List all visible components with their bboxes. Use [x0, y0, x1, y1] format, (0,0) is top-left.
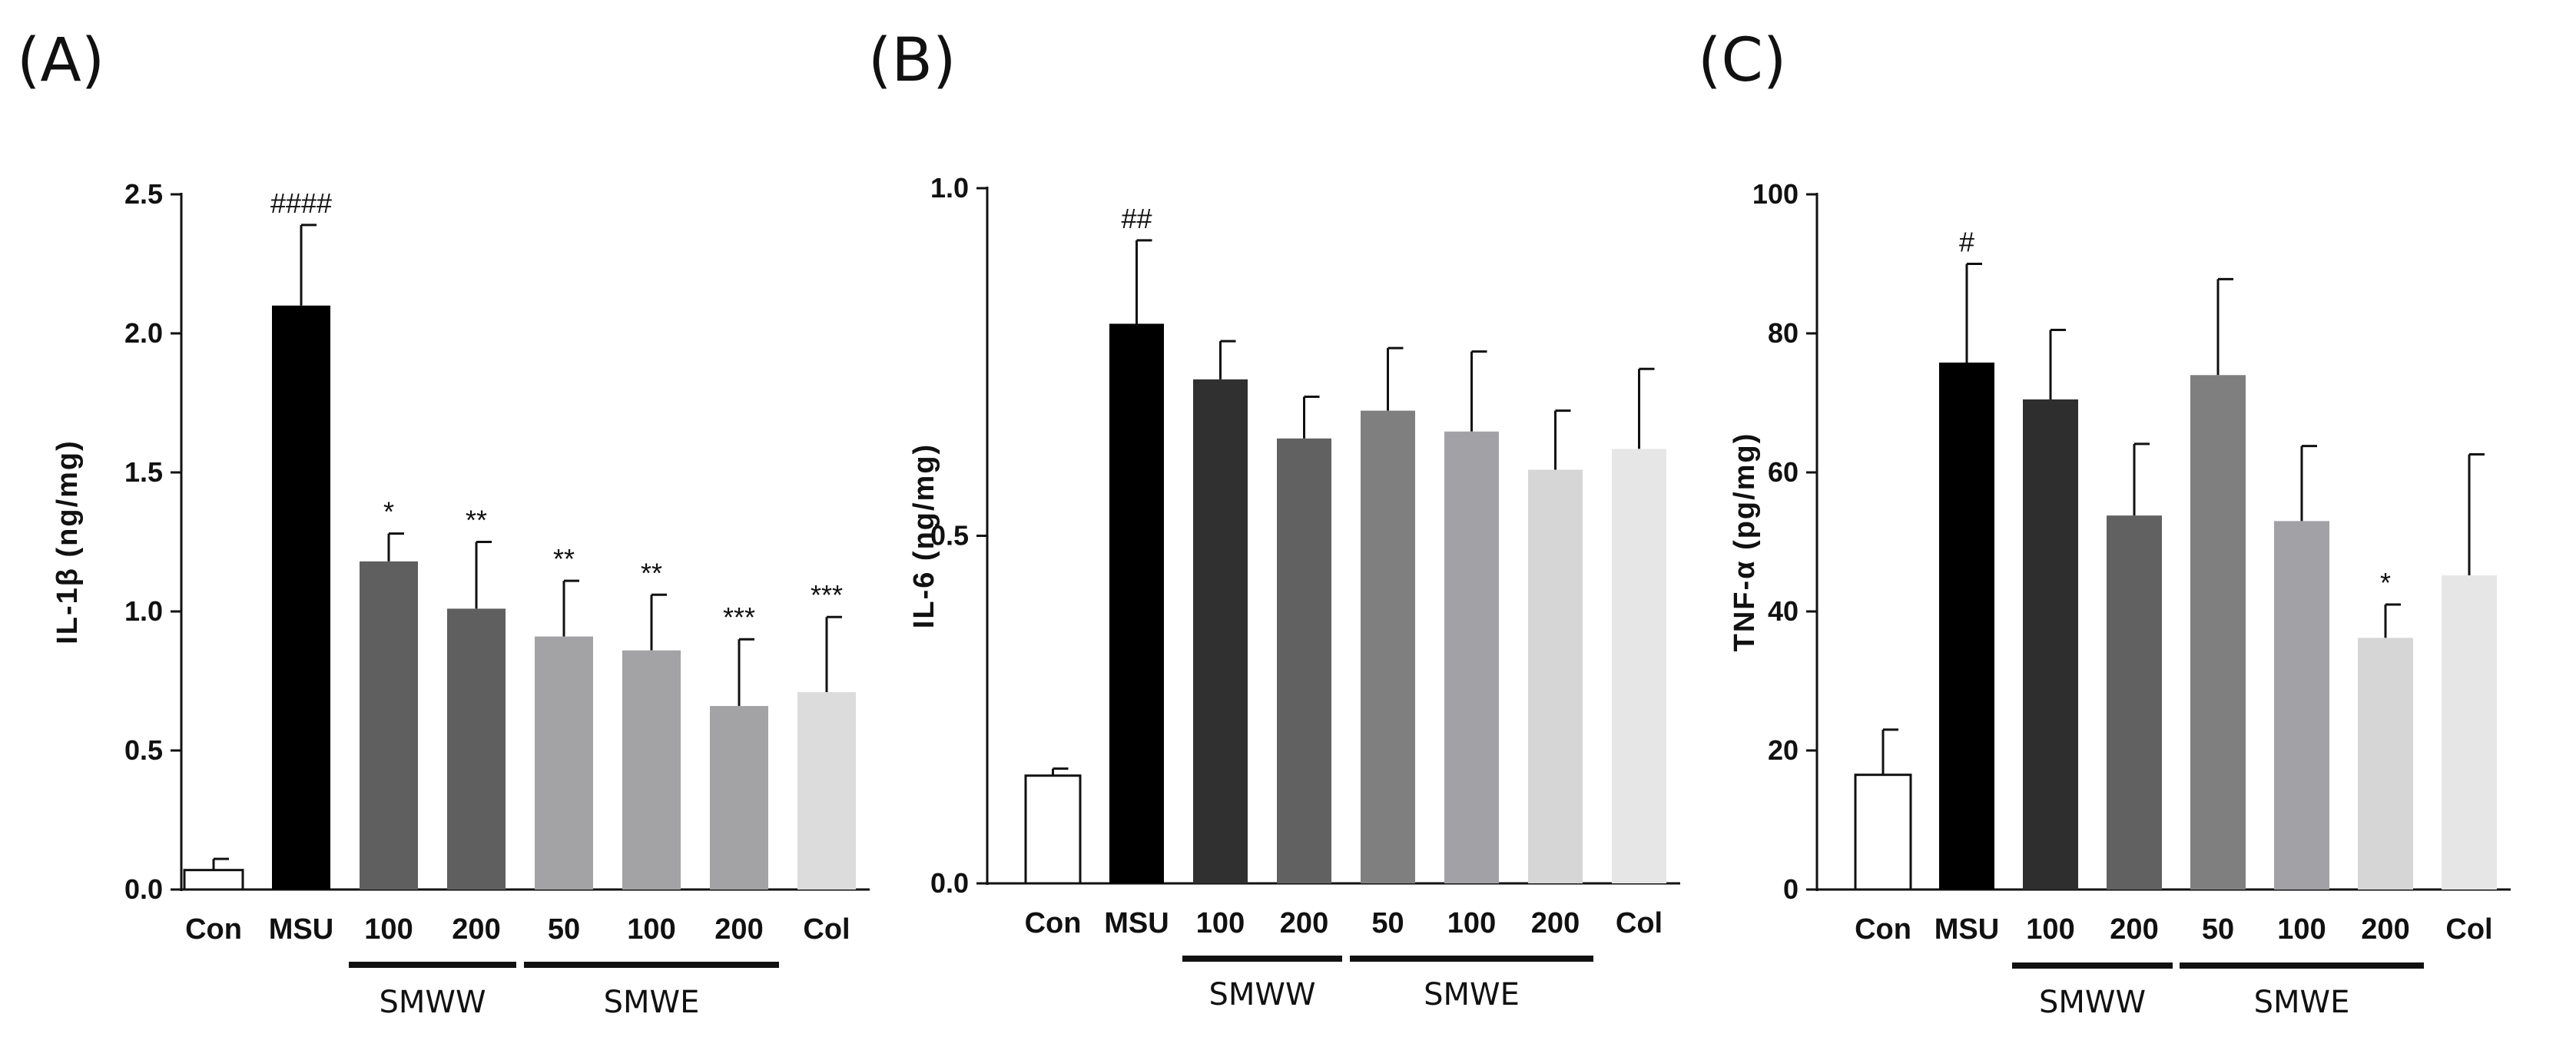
- group-label: SMWW: [2039, 985, 2146, 1020]
- group-label: SMWE: [2254, 985, 2350, 1020]
- y-tick-label: 2.0: [124, 317, 163, 349]
- bar: [2274, 521, 2329, 890]
- x-category-label: Con: [1855, 913, 1911, 946]
- bar: [1277, 438, 1331, 883]
- y-tick-label: 60: [1768, 456, 1799, 488]
- y-tick-label: 2.5: [124, 178, 163, 210]
- y-tick-label: 1.0: [930, 172, 969, 204]
- x-category-label: MSU: [1934, 913, 1999, 946]
- bar: [183, 869, 244, 891]
- x-category-label: Con: [185, 913, 242, 946]
- x-category-label: 200: [714, 913, 763, 946]
- x-category-label: 50: [2202, 913, 2234, 946]
- x-category-label: Col: [1616, 907, 1663, 939]
- bar: [622, 650, 681, 890]
- bar: [360, 561, 418, 890]
- bar: [1109, 323, 1164, 884]
- x-category-label: Col: [2445, 913, 2492, 946]
- x-category-label: Col: [803, 913, 850, 946]
- panel-label: (A): [17, 26, 104, 95]
- x-category-label: 200: [1280, 907, 1328, 939]
- significance-mark: ##: [1121, 203, 1152, 234]
- bar: [1444, 431, 1499, 883]
- bar: [1612, 449, 1666, 883]
- panel-label: (C): [1698, 26, 1786, 95]
- y-tick-label: 1.0: [124, 595, 163, 627]
- x-category-label: MSU: [269, 913, 333, 946]
- significance-mark: *: [2380, 567, 2391, 598]
- y-tick-label: 0: [1783, 873, 1799, 905]
- significance-mark: #: [1959, 227, 1974, 258]
- y-tick-label: 0.5: [930, 520, 969, 552]
- bar: [1854, 774, 1912, 891]
- x-category-label: 100: [1447, 907, 1496, 939]
- x-category-label: 100: [2277, 913, 2326, 946]
- significance-mark: ####: [270, 187, 332, 219]
- y-tick-label: 1.5: [124, 456, 163, 488]
- x-category-label: 50: [1371, 907, 1404, 939]
- x-category-label: 200: [1531, 907, 1580, 939]
- y-axis-label: IL-6 (ng/mg): [908, 443, 940, 628]
- x-category-label: MSU: [1104, 907, 1169, 939]
- bar: [797, 691, 856, 890]
- y-tick-label: 100: [1752, 178, 1799, 210]
- y-tick-label: 0.0: [124, 873, 163, 905]
- panel-label: (B): [868, 26, 956, 95]
- significance-mark: **: [553, 543, 575, 575]
- bar: [1528, 469, 1583, 883]
- bar: [2442, 575, 2497, 890]
- bar: [1361, 410, 1415, 883]
- y-tick-label: 80: [1768, 317, 1799, 349]
- y-axis-label: TNF-α (pg/mg): [1729, 432, 1761, 652]
- chart-panel-2: (B) 0.0 0.5 1.0 IL-6 (ng/mg) Con ## MSU 100 200 50…: [868, 26, 1680, 1012]
- y-axis-label: IL-1β (ng/mg): [51, 439, 84, 644]
- group-label: SMWE: [1424, 977, 1520, 1012]
- x-category-label: 200: [2361, 913, 2409, 946]
- x-category-label: 100: [1196, 907, 1245, 939]
- bar: [1939, 363, 1994, 890]
- significance-mark: **: [641, 557, 662, 588]
- bar: [2190, 375, 2246, 890]
- y-tick-label: 40: [1768, 595, 1799, 627]
- significance-mark: **: [466, 505, 487, 536]
- x-category-label: Con: [1025, 907, 1082, 939]
- bar: [535, 636, 593, 890]
- x-category-label: 100: [2026, 913, 2074, 946]
- group-label: SMWE: [604, 985, 700, 1020]
- significance-mark: ***: [723, 601, 755, 633]
- y-tick-label: 0.5: [124, 734, 163, 766]
- y-tick-label: 0.0: [930, 867, 969, 899]
- y-tick-label: 20: [1768, 734, 1799, 766]
- bar: [2358, 638, 2413, 890]
- x-category-label: 100: [627, 913, 675, 946]
- x-category-label: 200: [2110, 913, 2158, 946]
- bar: [710, 706, 768, 890]
- bar: [1024, 774, 1082, 885]
- bar: [447, 608, 506, 890]
- bar: [1193, 379, 1248, 883]
- chart-panel-3: (C) 0 20 40 60 80 100 TNF-α (pg/mg) Con # MSU 100 20…: [1698, 26, 2511, 1020]
- x-category-label: 100: [364, 913, 413, 946]
- group-label: SMWW: [1208, 977, 1315, 1012]
- bar: [2023, 399, 2078, 890]
- group-label: SMWW: [379, 985, 486, 1020]
- x-category-label: 50: [548, 913, 580, 946]
- chart-panel-1: (A) 0.0 0.5 1.0 1.5 2.0 2.5 IL-1β (ng/mg) Con ###…: [17, 26, 870, 1020]
- significance-mark: *: [383, 496, 394, 528]
- x-category-label: 200: [452, 913, 500, 946]
- significance-mark: ***: [811, 579, 843, 611]
- bar: [272, 305, 330, 890]
- bar: [2107, 515, 2162, 890]
